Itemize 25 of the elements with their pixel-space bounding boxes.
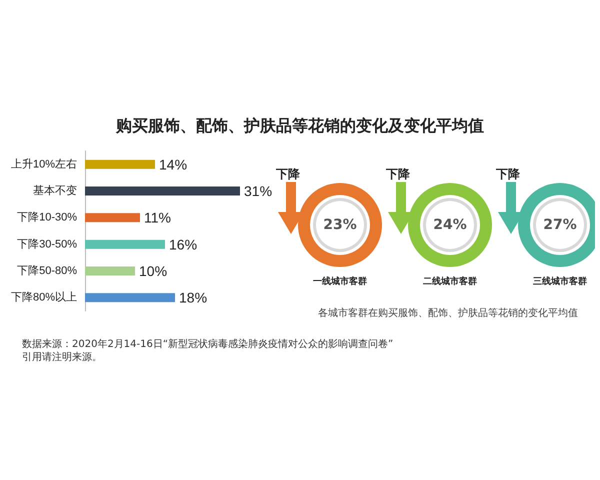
y-tick-label: 下降50-80% (17, 265, 78, 277)
y-tick-label: 基本不变 (33, 184, 77, 197)
y-tick-label: 下降10-30% (17, 212, 78, 224)
data-label: 16% (169, 236, 198, 252)
data-label: 23% (323, 217, 357, 233)
text: 购买服饰、配饰、护肤品等花销的变化及变化平均值 (114, 116, 485, 137)
text: 下降 (386, 166, 410, 183)
category-label: 三线城市客群 (533, 276, 587, 287)
y-tick-label: 下降80%以上 (10, 290, 77, 304)
text: 下降 (276, 166, 300, 183)
data-label: 10% (139, 263, 168, 279)
text: 下降 (496, 166, 520, 183)
data-label: 14% (159, 156, 188, 172)
data-label: 31% (244, 183, 272, 199)
data-label: 18% (179, 290, 208, 306)
category-label: 二线城市客群 (423, 276, 477, 287)
y-tick-label: 上升10%左右 (10, 157, 77, 170)
data-label: 24% (433, 217, 467, 233)
data-label: 11% (144, 210, 171, 226)
text: 各城市客群在购买服饰、配饰、护肤品等花销的变化平均值 (318, 306, 578, 320)
y-tick-label: 下降30-50% (17, 238, 78, 250)
data-label: 27% (543, 217, 577, 233)
source-note: 数据来源：2020年2月14-16日“新型冠状病毒感染肺炎疫情对公众的影响调查问卷” (22, 338, 394, 351)
category-label: 一线城市客群 (313, 276, 367, 287)
text: 引用请注明来源。 (22, 350, 102, 364)
